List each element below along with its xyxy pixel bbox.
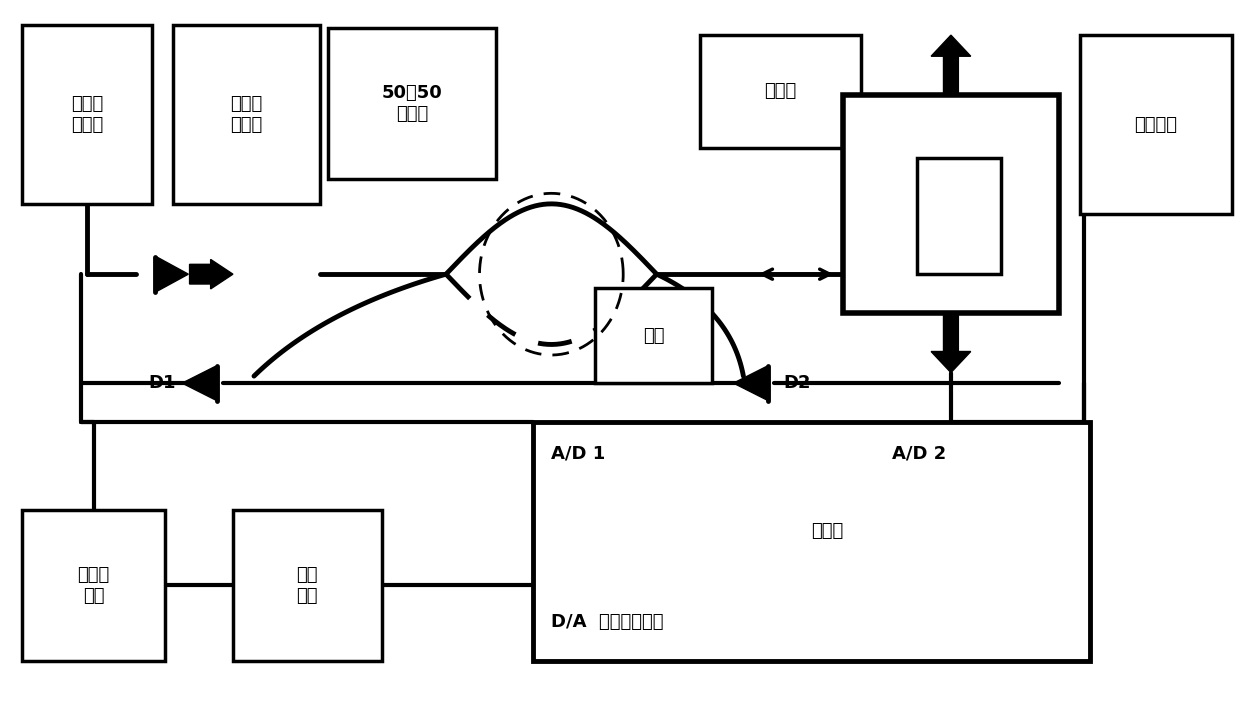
FancyBboxPatch shape (22, 25, 152, 204)
FancyBboxPatch shape (843, 95, 1059, 313)
FancyArrow shape (932, 313, 971, 373)
Text: 被测表面: 被测表面 (1135, 116, 1177, 134)
FancyBboxPatch shape (700, 35, 861, 148)
Text: 半导体
激光器: 半导体 激光器 (71, 95, 104, 134)
FancyArrow shape (932, 35, 971, 95)
FancyArrow shape (190, 259, 233, 289)
Text: 激光器
电源: 激光器 电源 (77, 566, 110, 605)
Text: 测量头: 测量头 (764, 82, 797, 101)
Text: 法拉第
隔离器: 法拉第 隔离器 (230, 95, 263, 134)
Polygon shape (182, 366, 216, 400)
Text: 计算机: 计算机 (812, 522, 844, 540)
FancyBboxPatch shape (1080, 35, 1232, 214)
FancyBboxPatch shape (917, 158, 1001, 274)
FancyBboxPatch shape (173, 25, 320, 204)
FancyBboxPatch shape (328, 28, 496, 179)
Text: D1: D1 (149, 374, 176, 392)
FancyBboxPatch shape (22, 510, 165, 661)
Text: A/D 2: A/D 2 (892, 444, 947, 463)
FancyBboxPatch shape (233, 510, 382, 661)
Text: 光纤: 光纤 (643, 327, 664, 344)
FancyBboxPatch shape (595, 288, 712, 383)
Text: 脉冲
电路: 脉冲 电路 (296, 566, 318, 605)
Text: D2: D2 (783, 374, 810, 392)
FancyBboxPatch shape (533, 422, 1090, 661)
Text: A/D 1: A/D 1 (551, 444, 606, 463)
Polygon shape (156, 257, 188, 292)
Polygon shape (733, 366, 767, 400)
Text: D/A  直流电机驱动: D/A 直流电机驱动 (551, 613, 664, 631)
Text: 50：50
耦合器: 50：50 耦合器 (382, 84, 442, 123)
